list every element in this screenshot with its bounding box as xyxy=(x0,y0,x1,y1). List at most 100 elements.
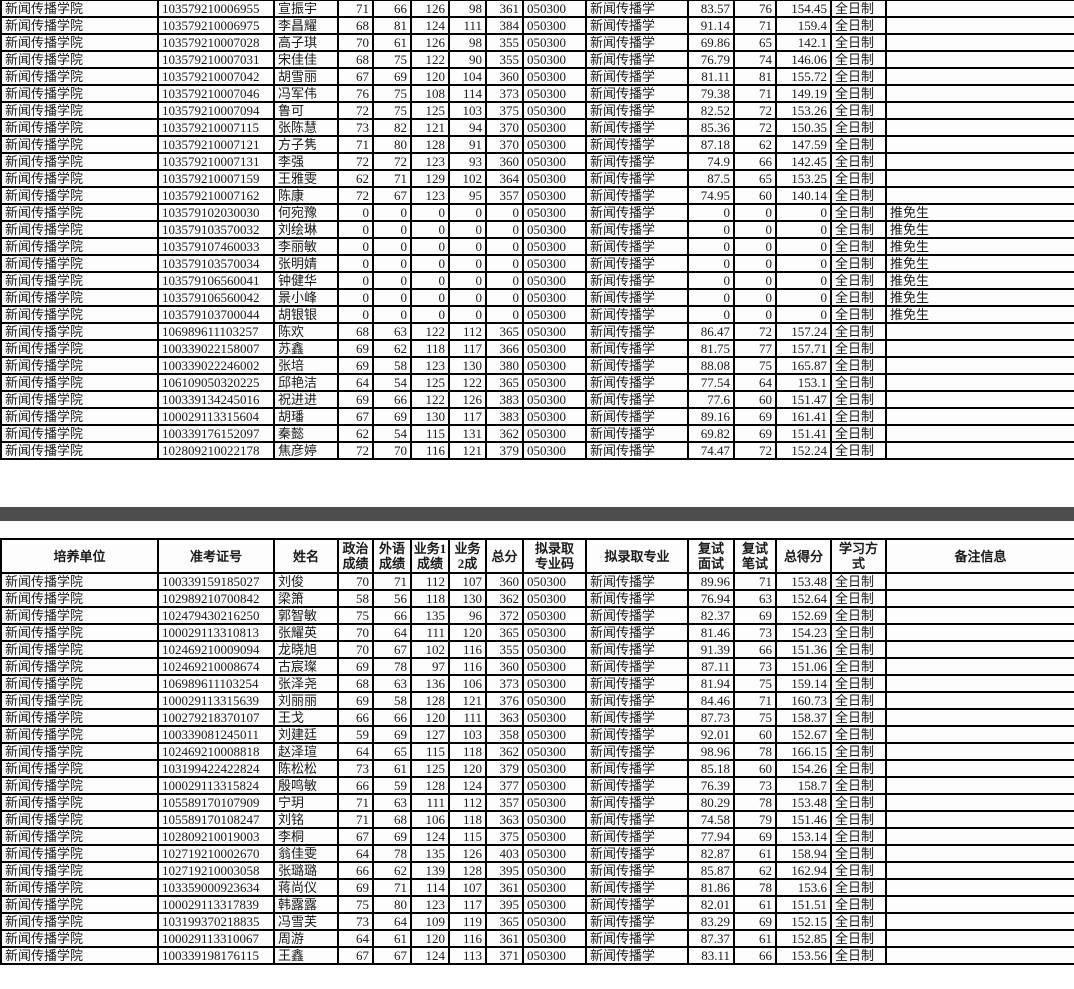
cell-politics: 72 xyxy=(337,441,374,460)
cell-unit: 新闻传播学院 xyxy=(0,305,159,324)
cell-major2: 96 xyxy=(448,606,487,625)
cell-total: 379 xyxy=(485,441,524,460)
cell-interview: 87.5 xyxy=(687,169,735,188)
cell-total: 362 xyxy=(485,742,524,761)
cell-unit: 新闻传播学院 xyxy=(0,912,159,931)
cell-exam_no: 100339022158007 xyxy=(157,339,275,358)
cell-major_code: 050300 xyxy=(522,844,587,863)
cell-study_mode: 全日制 xyxy=(830,322,887,341)
cell-written: 77 xyxy=(733,339,777,358)
cell-total: 377 xyxy=(485,776,524,795)
table-row: 新闻传播学院 103579210007115 张陈慧 73 82 121 94 370 0503… xyxy=(0,118,1074,137)
cell-remark: 推免生 xyxy=(885,203,1074,222)
cell-major: 新闻传播学 xyxy=(585,305,689,324)
cell-major2: 107 xyxy=(448,878,487,897)
cell-total: 365 xyxy=(485,623,524,642)
table-row: 新闻传播学院 100339022158007 苏鑫 69 62 118 117 366 0503… xyxy=(0,339,1074,358)
cell-major_code: 050300 xyxy=(522,810,587,829)
cell-major1: 135 xyxy=(410,844,450,863)
cell-remark: 推免生 xyxy=(885,288,1074,307)
cell-politics: 72 xyxy=(337,186,374,205)
cell-interview: 81.86 xyxy=(687,878,735,897)
cell-major: 新闻传播学 xyxy=(585,861,689,880)
cell-total: 375 xyxy=(485,827,524,846)
cell-exam_no: 103579210007121 xyxy=(157,135,275,154)
table-row: 新闻传播学院 100029113310067 周游 64 61 120 116 361 0503… xyxy=(0,929,1074,948)
cell-name: 胡银银 xyxy=(273,305,339,324)
cell-total: 0 xyxy=(485,237,524,256)
cell-name: 殷鸣敏 xyxy=(273,776,339,795)
cell-foreign_lang: 71 xyxy=(372,878,412,897)
cell-final: 152.64 xyxy=(775,589,832,608)
cell-final: 152.24 xyxy=(775,441,832,460)
cell-exam_no: 100339134245016 xyxy=(157,390,275,409)
cell-unit: 新闻传播学院 xyxy=(0,929,159,948)
cell-name: 胡璠 xyxy=(273,407,339,426)
cell-interview: 0 xyxy=(687,203,735,222)
cell-major_code: 050300 xyxy=(522,390,587,409)
cell-foreign_lang: 66 xyxy=(372,708,412,727)
cell-interview: 87.37 xyxy=(687,929,735,948)
cell-written: 0 xyxy=(733,305,777,324)
cell-interview: 85.87 xyxy=(687,861,735,880)
cell-interview: 77.94 xyxy=(687,827,735,846)
cell-interview: 81.46 xyxy=(687,623,735,642)
cell-major2: 128 xyxy=(448,861,487,880)
cell-study_mode: 全日制 xyxy=(830,640,887,659)
cell-name: 景小峰 xyxy=(273,288,339,307)
cell-total: 0 xyxy=(485,254,524,273)
cell-written: 69 xyxy=(733,407,777,426)
admission-table-upper-body: 新闻传播学院 103579210006955 宣振宇 71 66 126 98 361 0503… xyxy=(0,0,1074,460)
cell-exam_no: 100029113315824 xyxy=(157,776,275,795)
cell-total: 357 xyxy=(485,793,524,812)
cell-unit: 新闻传播学院 xyxy=(0,742,159,761)
cell-major_code: 050300 xyxy=(522,271,587,290)
cell-unit: 新闻传播学院 xyxy=(0,152,159,171)
cell-exam_no: 100339198176115 xyxy=(157,946,275,965)
cell-final: 0 xyxy=(775,288,832,307)
cell-major1: 118 xyxy=(410,589,450,608)
cell-foreign_lang: 63 xyxy=(372,674,412,693)
cell-foreign_lang: 62 xyxy=(372,861,412,880)
cell-foreign_lang: 63 xyxy=(372,793,412,812)
table-row: 新闻传播学院 102719210003058 张璐璐 66 62 139 128 395 050… xyxy=(0,861,1074,880)
cell-name: 王戈 xyxy=(273,708,339,727)
cell-final: 153.6 xyxy=(775,878,832,897)
cell-remark xyxy=(885,861,1074,880)
cell-major1: 123 xyxy=(410,152,450,171)
cell-final: 142.45 xyxy=(775,152,832,171)
cell-written: 0 xyxy=(733,220,777,239)
cell-remark xyxy=(885,356,1074,375)
table-row: 新闻传播学院 105589170107909 宁玥 71 63 111 112 357 0503… xyxy=(0,793,1074,812)
cell-major1: 115 xyxy=(410,424,450,443)
cell-major_code: 050300 xyxy=(522,691,587,710)
cell-name: 张璐璐 xyxy=(273,861,339,880)
cell-major: 新闻传播学 xyxy=(585,674,689,693)
cell-major2: 111 xyxy=(448,16,487,35)
cell-foreign_lang: 75 xyxy=(372,50,412,69)
cell-total: 0 xyxy=(485,305,524,324)
cell-total: 380 xyxy=(485,356,524,375)
cell-name: 李昌耀 xyxy=(273,16,339,35)
cell-interview: 82.37 xyxy=(687,606,735,625)
cell-politics: 68 xyxy=(337,50,374,69)
cell-major2: 95 xyxy=(448,186,487,205)
cell-remark xyxy=(885,135,1074,154)
table-row: 新闻传播学院 102719210002670 翁佳雯 64 78 135 126 403 050… xyxy=(0,844,1074,863)
cell-interview: 82.52 xyxy=(687,101,735,120)
table-row: 新闻传播学院 103579210006955 宣振宇 71 66 126 98 361 0503… xyxy=(0,0,1074,18)
cell-remark xyxy=(885,390,1074,409)
cell-major_code: 050300 xyxy=(522,322,587,341)
cell-major1: 0 xyxy=(410,305,450,324)
table-row: 新闻传播学院 103579106560042 景小峰 0 0 0 0 0 050300 新闻传播学… xyxy=(0,288,1074,307)
cell-remark xyxy=(885,640,1074,659)
cell-major1: 120 xyxy=(410,929,450,948)
table-row: 新闻传播学院 103579210007094 鲁可 72 75 125 103 375 0503… xyxy=(0,101,1074,120)
cell-major_code: 050300 xyxy=(522,657,587,676)
cell-major: 新闻传播学 xyxy=(585,606,689,625)
cell-interview: 87.11 xyxy=(687,657,735,676)
cell-major1: 120 xyxy=(410,708,450,727)
cell-unit: 新闻传播学院 xyxy=(0,759,159,778)
cell-final: 159.14 xyxy=(775,674,832,693)
cell-politics: 67 xyxy=(337,67,374,86)
